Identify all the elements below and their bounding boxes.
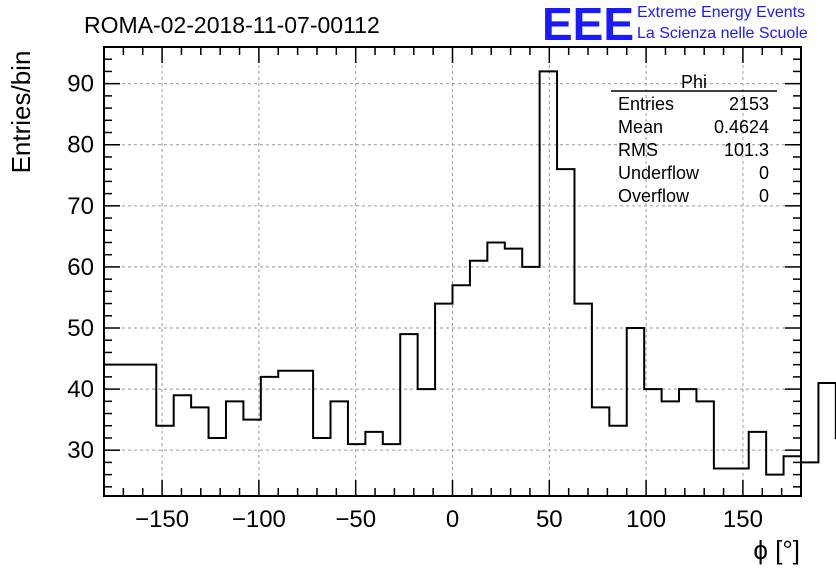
stats-title: Phi [681,72,707,92]
x-tick-label: −100 [232,506,286,533]
logo-line1: Extreme Energy Events [637,4,805,21]
x-tick-label: −50 [335,506,376,533]
stats-row-value: 0.4624 [714,117,769,137]
logo-letters: EEE [542,0,634,50]
y-tick-label: 30 [67,437,94,464]
stats-row-label: RMS [618,140,658,160]
stats-rows: Entries 2153 Mean 0.4624 RMS 101.3 Underflow 0 O… [618,94,769,206]
x-tick-label: −150 [135,506,189,533]
x-tick-label: 50 [536,506,563,533]
y-axis-label: Entries/bin [6,51,36,174]
chart-title: ROMA-02-2018-11-07-00112 [84,12,380,38]
y-tick-label: 60 [67,254,94,281]
axis-ticks: −150 −100 −50 0 50 100 150 30 40 50 60 70 80 90 [67,46,802,533]
stats-row-value: 0 [759,186,769,206]
stats-row-label: Underflow [618,163,700,183]
stats-row-value: 2153 [729,94,769,114]
stats-row-label: Entries [618,94,674,114]
stats-row-label: Mean [618,117,663,137]
y-tick-label: 80 [67,132,94,159]
y-tick-label: 40 [67,376,94,403]
x-axis-label: ϕ [°] [753,535,800,565]
stats-row-label: Overflow [618,186,690,206]
y-tick-label: 90 [67,71,94,98]
stats-row-value: 0 [759,163,769,183]
grid [104,47,801,496]
x-tick-label: 100 [626,506,666,533]
stats-box: Phi Entries 2153 Mean 0.4624 RMS 101.3 Underfl… [611,72,777,206]
logo-line2: La Scienza nelle Scuole [637,25,808,42]
stats-row-value: 101.3 [724,140,769,160]
y-tick-label: 50 [67,315,94,342]
y-tick-label: 70 [67,193,94,220]
eee-logo: EEE Extreme Energy Events La Scienza nel… [542,0,808,50]
x-tick-label: 0 [446,506,459,533]
x-tick-label: 150 [723,506,763,533]
